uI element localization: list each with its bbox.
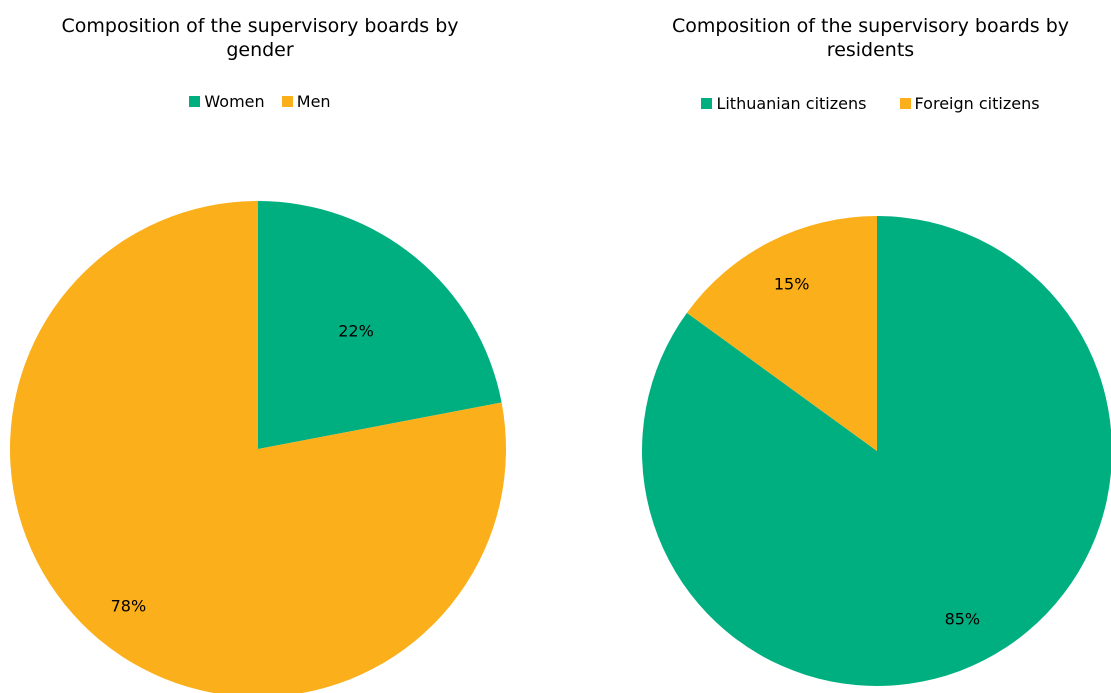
legend-item-lithuanian: Lithuanian citizens bbox=[701, 94, 866, 113]
data-label: 15% bbox=[774, 274, 810, 293]
legend-label: Foreign citizens bbox=[914, 94, 1040, 113]
legend-label: Lithuanian citizens bbox=[716, 94, 867, 113]
chart-legend: Women Men bbox=[0, 92, 520, 111]
chart-title: Composition of the supervisory boards by… bbox=[0, 14, 520, 62]
pie-slice-lithuanian-citizens bbox=[642, 216, 1111, 686]
chart-title-line: Composition of the supervisory boards by bbox=[671, 15, 1070, 37]
chart-title-line: gender bbox=[226, 39, 294, 61]
legend-label: Men bbox=[296, 92, 331, 111]
legend-label: Women bbox=[204, 92, 265, 111]
legend-item-men: Men bbox=[281, 92, 331, 111]
data-label: 85% bbox=[945, 610, 981, 629]
legend-swatch bbox=[899, 98, 911, 109]
legend-item-women: Women bbox=[189, 92, 265, 111]
data-label: 22% bbox=[338, 322, 374, 341]
pie-slice-men bbox=[10, 201, 506, 693]
data-label: 78% bbox=[111, 597, 147, 616]
legend-swatch bbox=[189, 96, 201, 107]
pie-slice-women bbox=[258, 201, 502, 449]
pie-chart-residents: 85% 15% bbox=[642, 216, 1111, 686]
chart-title-line: Composition of the supervisory boards by bbox=[61, 15, 459, 37]
pie-slice-foreign-citizens bbox=[686, 216, 877, 451]
pie-chart-gender: 22% 78% bbox=[10, 201, 506, 693]
chart-title: Composition of the supervisory boards by… bbox=[630, 14, 1111, 62]
chart-legend: Lithuanian citizens Foreign citizens bbox=[630, 94, 1111, 113]
legend-swatch bbox=[281, 96, 293, 107]
gender-chart: Composition of the supervisory boards by… bbox=[0, 0, 520, 693]
residents-chart: Composition of the supervisory boards by… bbox=[630, 0, 1111, 693]
chart-title-line: residents bbox=[826, 39, 915, 61]
legend-swatch bbox=[701, 98, 713, 109]
legend-item-foreign: Foreign citizens bbox=[899, 94, 1040, 113]
